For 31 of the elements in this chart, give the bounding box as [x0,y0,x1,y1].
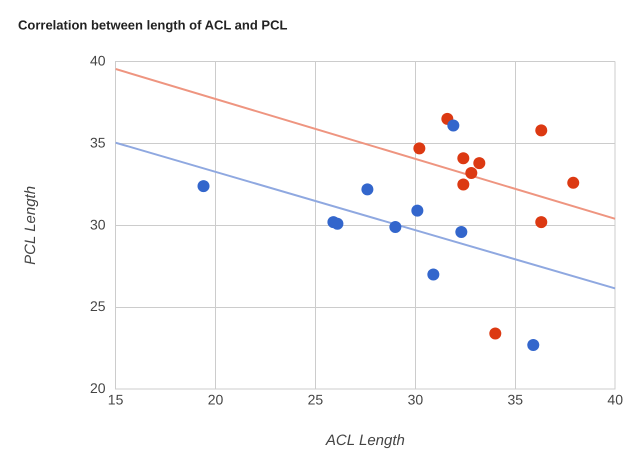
x-tick-label: 40 [607,391,624,408]
x-tick-label: 30 [408,391,424,408]
point [457,178,470,190]
point [413,142,426,154]
x-tick-label: 20 [208,391,224,408]
y-axis-title: PCL Length [22,186,40,265]
y-tick-label: 40 [90,52,106,68]
y-tick-label: 30 [90,216,106,232]
x-tick-label: 25 [308,391,324,408]
x-tick-label: 15 [108,391,124,408]
point [527,338,540,351]
point [457,152,470,164]
point [447,119,460,132]
point [465,166,478,179]
point [361,183,374,196]
point [473,157,486,170]
point [411,204,424,217]
y-tick-label: 25 [90,298,106,314]
point [567,176,580,189]
x-axis-title: ACL Length [324,432,405,450]
y-tick-label: 35 [90,134,106,150]
point [455,226,468,238]
point [535,216,548,228]
point [535,124,548,136]
x-tick-label: 35 [507,391,524,408]
point [427,268,440,281]
point [198,180,210,192]
chart-title: Correlation between length of ACL and PCL [18,17,288,32]
point [489,328,502,340]
y-tick-label: 20 [90,380,106,396]
point [389,221,402,234]
